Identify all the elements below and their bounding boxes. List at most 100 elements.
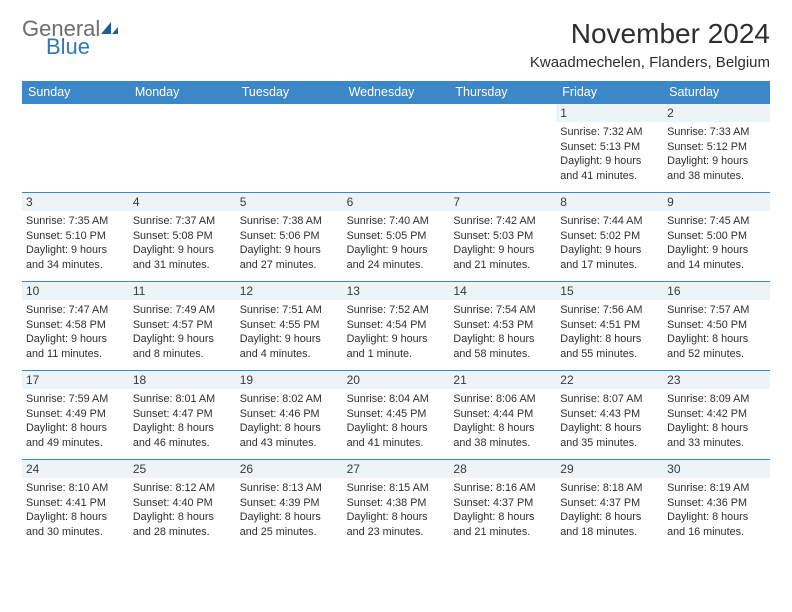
sunrise-text: Sunrise: 8:07 AM — [560, 392, 659, 407]
daylight-text: Daylight: 8 hours and 30 minutes. — [26, 510, 125, 539]
calendar-cell: 15 Sunrise: 7:56 AMSunset: 4:51 PMDayligh… — [556, 282, 663, 370]
dayname-sunday: Sunday — [22, 81, 129, 104]
dayname-thursday: Thursday — [449, 81, 556, 104]
logo-sail-icon — [100, 20, 120, 36]
sunrise-text: Sunrise: 8:16 AM — [453, 481, 552, 496]
day-info: Sunrise: 8:06 AMSunset: 4:44 PMDaylight:… — [453, 392, 552, 450]
day-info: Sunrise: 8:07 AMSunset: 4:43 PMDaylight:… — [560, 392, 659, 450]
day-info: Sunrise: 8:16 AMSunset: 4:37 PMDaylight:… — [453, 481, 552, 539]
dayname-tuesday: Tuesday — [236, 81, 343, 104]
daylight-text: Daylight: 8 hours and 55 minutes. — [560, 332, 659, 361]
sunset-text: Sunset: 4:37 PM — [560, 496, 659, 511]
sunset-text: Sunset: 4:37 PM — [453, 496, 552, 511]
day-info: Sunrise: 7:40 AMSunset: 5:05 PMDaylight:… — [347, 214, 446, 272]
brand-logo: General Blue — [22, 18, 120, 58]
calendar-cell: 25 Sunrise: 8:12 AMSunset: 4:40 PMDayligh… — [129, 460, 236, 548]
sunset-text: Sunset: 5:13 PM — [560, 140, 659, 155]
sunrise-text: Sunrise: 8:10 AM — [26, 481, 125, 496]
day-number: 18 — [129, 371, 236, 389]
day-info: Sunrise: 7:37 AMSunset: 5:08 PMDaylight:… — [133, 214, 232, 272]
day-info: Sunrise: 7:35 AMSunset: 5:10 PMDaylight:… — [26, 214, 125, 272]
calendar-cell: 9Sunrise: 7:45 AMSunset: 5:00 PMDaylight… — [663, 193, 770, 281]
daylight-text: Daylight: 8 hours and 16 minutes. — [667, 510, 766, 539]
day-info: Sunrise: 8:12 AMSunset: 4:40 PMDaylight:… — [133, 481, 232, 539]
day-number: 30 — [663, 460, 770, 478]
day-info: Sunrise: 7:57 AMSunset: 4:50 PMDaylight:… — [667, 303, 766, 361]
day-info: Sunrise: 8:01 AMSunset: 4:47 PMDaylight:… — [133, 392, 232, 450]
sunrise-text: Sunrise: 7:44 AM — [560, 214, 659, 229]
calendar-cell — [449, 104, 556, 192]
sunset-text: Sunset: 4:44 PM — [453, 407, 552, 422]
sunset-text: Sunset: 4:51 PM — [560, 318, 659, 333]
day-number: 27 — [343, 460, 450, 478]
sunset-text: Sunset: 4:45 PM — [347, 407, 446, 422]
sunrise-text: Sunrise: 8:12 AM — [133, 481, 232, 496]
day-number: 22 — [556, 371, 663, 389]
calendar-grid: Sunday Monday Tuesday Wednesday Thursday… — [22, 81, 770, 548]
daylight-text: Daylight: 9 hours and 34 minutes. — [26, 243, 125, 272]
sunset-text: Sunset: 4:50 PM — [667, 318, 766, 333]
sunrise-text: Sunrise: 8:19 AM — [667, 481, 766, 496]
sunrise-text: Sunrise: 8:06 AM — [453, 392, 552, 407]
day-number: 26 — [236, 460, 343, 478]
daylight-text: Daylight: 9 hours and 38 minutes. — [667, 154, 766, 183]
day-number: 15 — [556, 282, 663, 300]
calendar-week: 1Sunrise: 7:32 AMSunset: 5:13 PMDaylight… — [22, 104, 770, 192]
sunrise-text: Sunrise: 8:09 AM — [667, 392, 766, 407]
day-info: Sunrise: 8:04 AMSunset: 4:45 PMDaylight:… — [347, 392, 446, 450]
day-number: 25 — [129, 460, 236, 478]
sunset-text: Sunset: 5:06 PM — [240, 229, 339, 244]
sunset-text: Sunset: 4:41 PM — [26, 496, 125, 511]
sunrise-text: Sunrise: 8:04 AM — [347, 392, 446, 407]
calendar-cell: 4Sunrise: 7:37 AMSunset: 5:08 PMDaylight… — [129, 193, 236, 281]
sunrise-text: Sunrise: 7:32 AM — [560, 125, 659, 140]
sunrise-text: Sunrise: 7:35 AM — [26, 214, 125, 229]
sunset-text: Sunset: 5:02 PM — [560, 229, 659, 244]
calendar-cell: 23Sunrise: 8:09 AMSunset: 4:42 PMDayligh… — [663, 371, 770, 459]
sunset-text: Sunset: 4:47 PM — [133, 407, 232, 422]
day-info: Sunrise: 7:59 AMSunset: 4:49 PMDaylight:… — [26, 392, 125, 450]
calendar-cell — [236, 104, 343, 192]
sunset-text: Sunset: 4:36 PM — [667, 496, 766, 511]
weeks-container: 1Sunrise: 7:32 AMSunset: 5:13 PMDaylight… — [22, 104, 770, 548]
calendar-cell: 11Sunrise: 7:49 AMSunset: 4:57 PMDayligh… — [129, 282, 236, 370]
daylight-text: Daylight: 9 hours and 41 minutes. — [560, 154, 659, 183]
daylight-text: Daylight: 9 hours and 27 minutes. — [240, 243, 339, 272]
sunset-text: Sunset: 4:46 PM — [240, 407, 339, 422]
daylight-text: Daylight: 8 hours and 38 minutes. — [453, 421, 552, 450]
calendar-week: 24Sunrise: 8:10 AMSunset: 4:41 PMDayligh… — [22, 459, 770, 548]
calendar-page: General Blue November 2024 Kwaadmechelen… — [0, 0, 792, 548]
location-text: Kwaadmechelen, Flanders, Belgium — [530, 54, 770, 71]
day-info: Sunrise: 7:56 AMSunset: 4:51 PMDaylight:… — [560, 303, 659, 361]
daylight-text: Daylight: 9 hours and 1 minute. — [347, 332, 446, 361]
calendar-cell: 24Sunrise: 8:10 AMSunset: 4:41 PMDayligh… — [22, 460, 129, 548]
calendar-cell: 3Sunrise: 7:35 AMSunset: 5:10 PMDaylight… — [22, 193, 129, 281]
sunset-text: Sunset: 5:10 PM — [26, 229, 125, 244]
calendar-cell: 8Sunrise: 7:44 AMSunset: 5:02 PMDaylight… — [556, 193, 663, 281]
sunset-text: Sunset: 4:39 PM — [240, 496, 339, 511]
daylight-text: Daylight: 8 hours and 41 minutes. — [347, 421, 446, 450]
calendar-cell: 27 Sunrise: 8:15 AMSunset: 4:38 PMDayligh… — [343, 460, 450, 548]
daylight-text: Daylight: 8 hours and 25 minutes. — [240, 510, 339, 539]
day-number: 1 — [556, 104, 663, 122]
day-info: Sunrise: 8:15 AMSunset: 4:38 PMDaylight:… — [347, 481, 446, 539]
sunrise-text: Sunrise: 7:40 AM — [347, 214, 446, 229]
page-header: General Blue November 2024 Kwaadmechelen… — [22, 18, 770, 71]
day-info: Sunrise: 8:10 AMSunset: 4:41 PMDaylight:… — [26, 481, 125, 539]
day-info: Sunrise: 7:54 AMSunset: 4:53 PMDaylight:… — [453, 303, 552, 361]
calendar-cell: 13Sunrise: 7:52 AMSunset: 4:54 PMDayligh… — [343, 282, 450, 370]
sunset-text: Sunset: 5:12 PM — [667, 140, 766, 155]
sunrise-text: Sunrise: 7:38 AM — [240, 214, 339, 229]
day-info: Sunrise: 8:02 AMSunset: 4:46 PMDaylight:… — [240, 392, 339, 450]
daylight-text: Daylight: 9 hours and 11 minutes. — [26, 332, 125, 361]
calendar-cell: 22 Sunrise: 8:07 AMSunset: 4:43 PMDayligh… — [556, 371, 663, 459]
sunset-text: Sunset: 4:42 PM — [667, 407, 766, 422]
sunset-text: Sunset: 5:05 PM — [347, 229, 446, 244]
day-number: 11 — [129, 282, 236, 300]
calendar-cell — [129, 104, 236, 192]
daylight-text: Daylight: 8 hours and 46 minutes. — [133, 421, 232, 450]
sunrise-text: Sunrise: 8:18 AM — [560, 481, 659, 496]
calendar-cell: 28Sunrise: 8:16 AMSunset: 4:37 PMDayligh… — [449, 460, 556, 548]
sunrise-text: Sunrise: 7:45 AM — [667, 214, 766, 229]
day-number: 5 — [236, 193, 343, 211]
